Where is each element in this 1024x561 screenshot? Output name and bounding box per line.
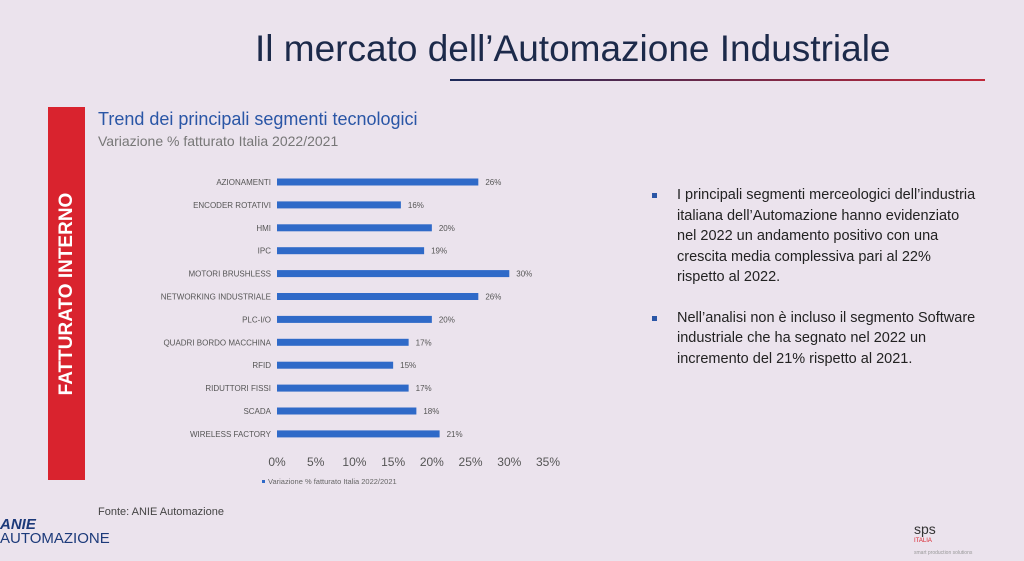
- data-label: 17%: [416, 384, 432, 393]
- data-label: 15%: [400, 361, 416, 370]
- category-label: AZIONAMENTI: [216, 178, 271, 187]
- bar: [277, 201, 401, 209]
- bar: [277, 338, 409, 346]
- category-label: SCADA: [243, 407, 271, 416]
- bar: [277, 178, 479, 186]
- source-note: Fonte: ANIE Automazione: [98, 506, 224, 518]
- x-tick-label: 15%: [381, 455, 405, 469]
- sidebar-banner: FATTURATO INTERNO: [48, 107, 85, 480]
- data-label: 26%: [485, 293, 501, 302]
- legend-label: Variazione % fatturato Italia 2022/2021: [268, 477, 397, 486]
- bullet-item: I principali segmenti merceologici dell’…: [652, 185, 982, 288]
- chart-subtitle: Variazione % fatturato Italia 2022/2021: [98, 133, 339, 149]
- category-label: NETWORKING INDUSTRIALE: [161, 293, 271, 302]
- data-label: 17%: [416, 338, 432, 347]
- category-label: QUADRI BORDO MACCHINA: [163, 338, 271, 347]
- x-tick-label: 10%: [342, 455, 366, 469]
- title-underline: [450, 79, 985, 81]
- bar: [277, 293, 479, 300]
- data-label: 16%: [408, 201, 424, 210]
- x-tick-label: 5%: [307, 455, 325, 469]
- bar: [277, 384, 409, 392]
- category-label: ENCODER ROTATIVI: [193, 201, 271, 210]
- bar: [277, 224, 432, 232]
- slide-title: Il mercato dell’Automazione Industriale: [255, 28, 891, 69]
- bullet-list: I principali segmenti merceologici dell’…: [652, 185, 982, 389]
- data-label: 18%: [423, 407, 439, 416]
- x-tick-label: 20%: [420, 455, 444, 469]
- bar: [277, 270, 510, 278]
- x-tick-label: 30%: [497, 455, 521, 469]
- data-label: 21%: [447, 430, 463, 439]
- category-label: MOTORI BRUSHLESS: [188, 270, 271, 279]
- anie-logo: ANIE AUTOMAZIONE: [0, 516, 110, 547]
- chart-title: Trend dei principali segmenti tecnologic…: [98, 109, 418, 129]
- data-label: 20%: [439, 315, 455, 324]
- legend-swatch: [262, 480, 265, 483]
- data-label: 19%: [431, 247, 447, 256]
- x-tick-label: 35%: [536, 455, 560, 469]
- data-label: 20%: [439, 224, 455, 233]
- bar: [277, 407, 417, 415]
- x-tick-label: 0%: [268, 455, 286, 469]
- bar: [277, 361, 394, 369]
- bar: [277, 315, 432, 323]
- bar: [277, 247, 425, 255]
- bullet-item: Nell’analisi non è incluso il segmento S…: [652, 308, 982, 370]
- sps-logo: sps ITALIA smart production solutions: [914, 521, 973, 556]
- category-label: PLC-I/O: [242, 315, 271, 324]
- category-label: HMI: [256, 224, 271, 233]
- data-label: 30%: [516, 270, 532, 279]
- bullet-icon: [652, 315, 657, 321]
- category-label: IPC: [258, 247, 272, 256]
- bar: [277, 430, 440, 438]
- category-label: RIDUTTORI FISSI: [205, 384, 271, 393]
- data-label: 26%: [485, 178, 501, 187]
- category-label: WIRELESS FACTORY: [190, 430, 272, 439]
- category-label: RFID: [252, 361, 271, 370]
- bullet-icon: [652, 193, 657, 198]
- x-tick-label: 25%: [459, 455, 483, 469]
